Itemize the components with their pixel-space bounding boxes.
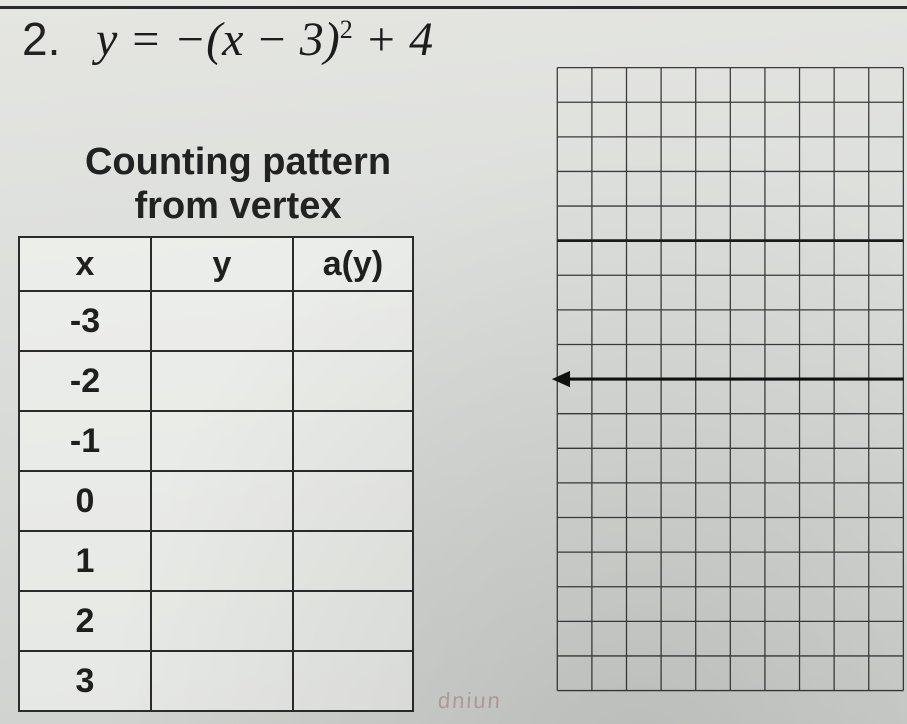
- cell-ay[interactable]: [293, 411, 413, 471]
- problem-number: 2.: [22, 12, 60, 66]
- col-header-ay: a(y): [293, 237, 413, 291]
- table-caption: Counting pattern from vertex: [38, 140, 438, 228]
- cell-x: 1: [19, 531, 151, 591]
- cell-ay[interactable]: [293, 351, 413, 411]
- equation: y = −(x − 3)2 + 4: [96, 12, 433, 67]
- caption-line-1: Counting pattern: [85, 141, 391, 183]
- table-header-row: x y a(y): [19, 237, 413, 291]
- cell-y[interactable]: [151, 471, 293, 531]
- cell-y[interactable]: [151, 411, 293, 471]
- cell-y[interactable]: [151, 591, 293, 651]
- cell-y[interactable]: [151, 291, 293, 351]
- grid-svg: [550, 40, 907, 720]
- caption-line-2: from vertex: [135, 185, 342, 227]
- cell-x: 3: [19, 651, 151, 711]
- table-row: -2: [19, 351, 413, 411]
- cell-y[interactable]: [151, 351, 293, 411]
- table-row: -3: [19, 291, 413, 351]
- watermark-text: dniun: [437, 688, 503, 714]
- counting-pattern-table: x y a(y) -3 -2 -1 0 1: [18, 236, 414, 712]
- table-row: 2: [19, 591, 413, 651]
- cell-x: -1: [19, 411, 151, 471]
- table-row: 0: [19, 471, 413, 531]
- cell-x: 2: [19, 591, 151, 651]
- cell-y[interactable]: [151, 651, 293, 711]
- cell-y[interactable]: [151, 531, 293, 591]
- col-header-y: y: [151, 237, 293, 291]
- cell-ay[interactable]: [293, 471, 413, 531]
- col-header-x: x: [19, 237, 151, 291]
- cell-x: -2: [19, 351, 151, 411]
- cell-ay[interactable]: [293, 531, 413, 591]
- top-rule: [0, 6, 907, 9]
- cell-ay[interactable]: [293, 591, 413, 651]
- graph-grid[interactable]: [550, 40, 907, 720]
- table-row: -1: [19, 411, 413, 471]
- cell-x: -3: [19, 291, 151, 351]
- cell-ay[interactable]: [293, 651, 413, 711]
- cell-x: 0: [19, 471, 151, 531]
- table-row: 3: [19, 651, 413, 711]
- table-row: 1: [19, 531, 413, 591]
- worksheet-page: 2. y = −(x − 3)2 + 4 Counting pattern fr…: [0, 0, 907, 724]
- cell-ay[interactable]: [293, 291, 413, 351]
